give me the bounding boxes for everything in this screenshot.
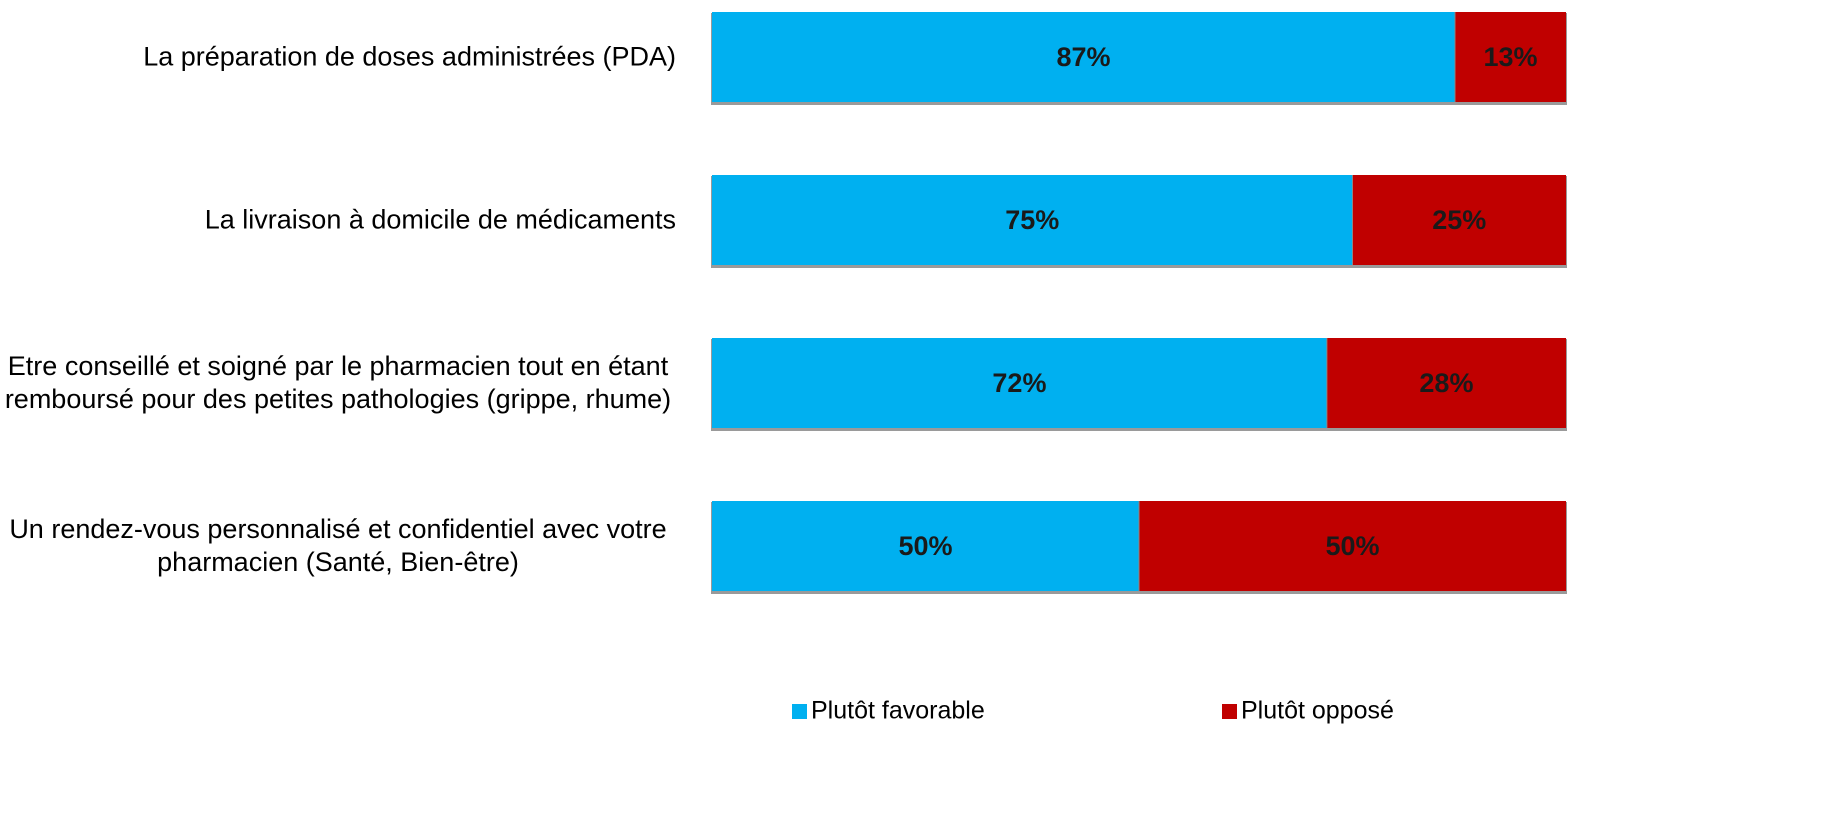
- value-label: 28%: [1419, 368, 1473, 398]
- category-label: Un rendez-vous personnalisé et confident…: [9, 514, 667, 577]
- bar-segment: [712, 338, 1327, 428]
- category-label: Etre conseillé et soigné par le pharmaci…: [4, 351, 672, 414]
- bar-segment: [712, 501, 1139, 591]
- value-label: 50%: [898, 531, 952, 561]
- value-label: 72%: [992, 368, 1046, 398]
- category-label: La livraison à domicile de médicaments: [204, 204, 676, 235]
- legend-label: Plutôt favorable: [811, 697, 985, 725]
- bar-segment: [1326, 338, 1566, 428]
- value-label: 50%: [1325, 531, 1379, 561]
- bar-segment: [1454, 12, 1566, 102]
- bar-segment: [712, 12, 1455, 102]
- bar-segment: [1352, 175, 1566, 265]
- legend-swatch: [792, 704, 807, 719]
- legend-label: Plutôt opposé: [1241, 697, 1394, 725]
- value-label: 25%: [1432, 205, 1486, 235]
- value-label: 75%: [1005, 205, 1059, 235]
- legend-swatch: [1222, 704, 1237, 719]
- value-label: 13%: [1483, 42, 1537, 72]
- value-label: 87%: [1056, 42, 1110, 72]
- category-label: La préparation de doses administrées (PD…: [143, 41, 676, 72]
- bar-segment: [712, 175, 1353, 265]
- bar-segment: [1139, 501, 1566, 591]
